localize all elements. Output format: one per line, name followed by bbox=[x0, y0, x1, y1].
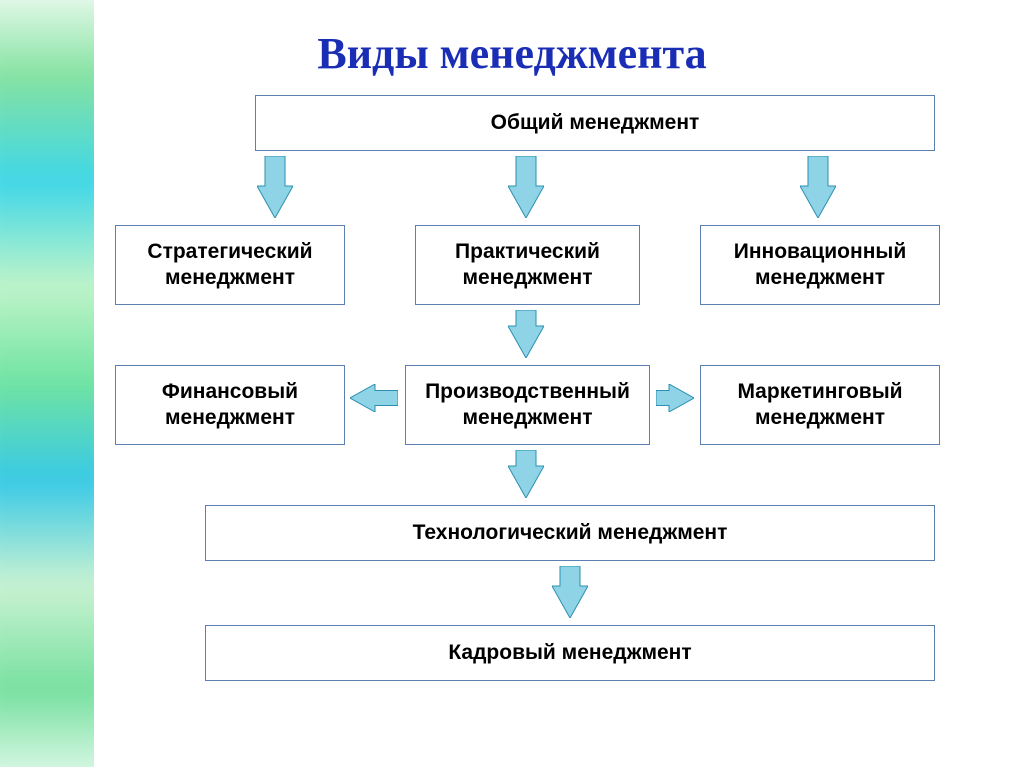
arrow-prod-to-fin bbox=[350, 384, 398, 412]
node-practical: Практический менеджмент bbox=[415, 225, 640, 305]
node-technology: Технологический менеджмент bbox=[205, 505, 935, 561]
arrow-gen-to-pract bbox=[508, 156, 544, 218]
node-strategic: Стратегический менеджмент bbox=[115, 225, 345, 305]
node-general: Общий менеджмент bbox=[255, 95, 935, 151]
arrow-pract-to-prod bbox=[508, 310, 544, 358]
node-financial: Финансовый менеджмент bbox=[115, 365, 345, 445]
node-marketing: Маркетинговый менеджмент bbox=[700, 365, 940, 445]
diagram-canvas: Виды менеджмента Общий менеджмент Стратег… bbox=[0, 0, 1024, 767]
arrow-gen-to-innov bbox=[800, 156, 836, 218]
page-title: Виды менеджмента bbox=[0, 28, 1024, 79]
node-hr: Кадровый менеджмент bbox=[205, 625, 935, 681]
node-production: Производственный менеджмент bbox=[405, 365, 650, 445]
arrow-gen-to-strat bbox=[257, 156, 293, 218]
arrow-tech-to-hr bbox=[552, 566, 588, 618]
arrow-prod-to-tech bbox=[508, 450, 544, 498]
arrow-prod-to-mkt bbox=[656, 384, 694, 412]
node-innovation: Инновационный менеджмент bbox=[700, 225, 940, 305]
